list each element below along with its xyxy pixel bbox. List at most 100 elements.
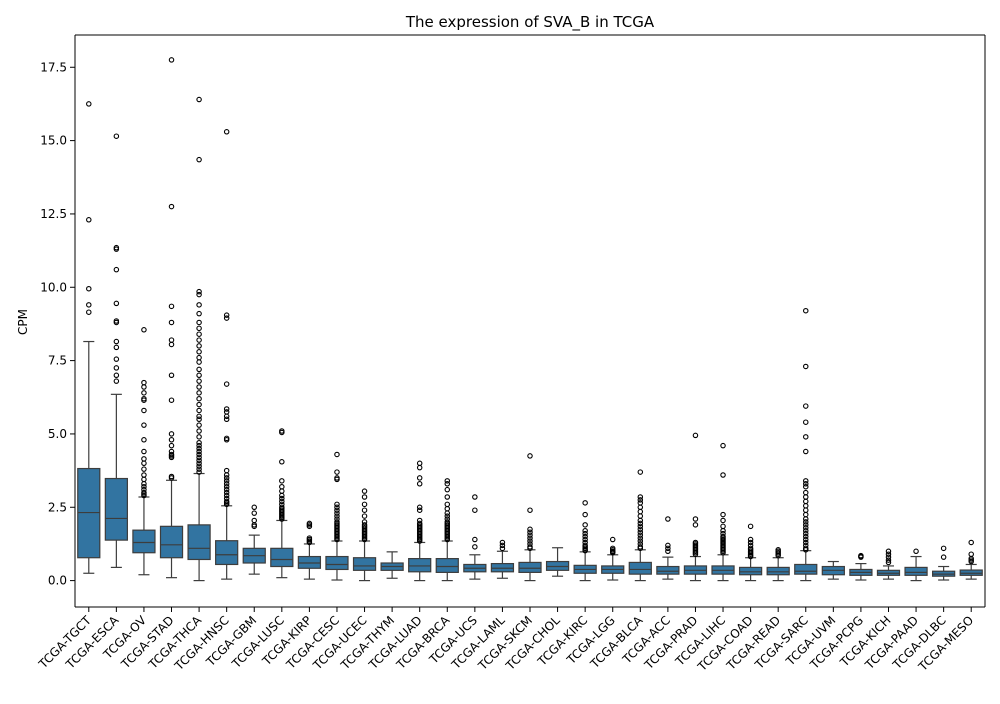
outlier-point xyxy=(196,407,202,414)
outlier-point xyxy=(196,343,202,349)
outlier-point xyxy=(747,523,754,530)
outlier-point xyxy=(196,302,202,308)
outlier-point xyxy=(803,478,809,484)
outlier-point xyxy=(361,501,368,508)
outlier-point xyxy=(637,529,644,535)
box-iqr xyxy=(628,561,652,575)
outlier-point xyxy=(279,498,285,505)
outlier-point xyxy=(196,445,202,452)
outlier-point xyxy=(803,489,809,496)
outlier-point xyxy=(334,501,340,508)
outlier-point xyxy=(637,513,644,519)
outlier-point xyxy=(196,442,202,449)
outlier-point xyxy=(334,510,340,516)
outlier-point xyxy=(86,101,92,107)
outlier-point xyxy=(251,510,257,516)
box-group xyxy=(932,545,956,581)
outlier-point xyxy=(637,538,644,544)
outlier-point xyxy=(527,507,533,513)
outlier-point xyxy=(361,513,368,519)
outlier-point xyxy=(196,372,202,379)
outlier-point xyxy=(141,397,147,403)
outlier-point xyxy=(251,517,257,524)
box-group xyxy=(656,516,680,580)
outlier-point xyxy=(279,429,285,436)
outlier-point xyxy=(196,310,202,317)
outlier-point xyxy=(582,527,588,534)
y-tick-label: 7.5 xyxy=(48,354,67,368)
outlier-point xyxy=(223,478,230,484)
outlier-point xyxy=(196,354,202,361)
outlier-point xyxy=(720,442,726,449)
outlier-point xyxy=(223,381,230,387)
outlier-point xyxy=(196,460,202,467)
outlier-point xyxy=(885,557,892,563)
outlier-point xyxy=(416,507,423,513)
outlier-point xyxy=(196,156,202,163)
outlier-point xyxy=(499,545,506,552)
outlier-point xyxy=(803,533,809,540)
outlier-point xyxy=(803,522,809,528)
outlier-point xyxy=(803,519,809,525)
outlier-point xyxy=(223,315,230,321)
box-group xyxy=(904,548,928,582)
outlier-point xyxy=(472,507,478,513)
box-iqr xyxy=(408,557,432,573)
outlier-point xyxy=(444,510,451,516)
outlier-point xyxy=(416,481,423,487)
box-group xyxy=(545,547,570,577)
outlier-point xyxy=(113,365,120,371)
outlier-point xyxy=(803,494,809,500)
outlier-point xyxy=(720,517,726,524)
outlier-point xyxy=(885,554,892,560)
outlier-point xyxy=(527,535,533,541)
outlier-point xyxy=(444,486,451,493)
outlier-point xyxy=(637,494,644,500)
outlier-point xyxy=(803,307,809,314)
outlier-point xyxy=(582,500,588,506)
outlier-point xyxy=(775,552,781,559)
y-tick-label: 10.0 xyxy=(40,280,67,294)
outlier-point xyxy=(416,460,423,467)
outlier-point xyxy=(913,548,919,555)
box-group xyxy=(270,428,294,579)
outlier-point xyxy=(637,500,644,506)
outlier-point xyxy=(86,309,92,315)
outlier-point xyxy=(747,539,754,546)
box-iqr xyxy=(325,555,349,571)
box-iqr xyxy=(738,566,763,576)
outlier-point xyxy=(168,319,175,326)
box-group xyxy=(408,460,432,582)
outlier-point xyxy=(306,539,313,546)
outlier-point xyxy=(141,483,147,490)
outlier-point xyxy=(527,532,533,538)
outlier-point xyxy=(582,511,588,518)
box-iqr xyxy=(215,540,239,566)
outlier-point xyxy=(168,341,175,348)
outlier-point xyxy=(361,494,368,500)
box-iqr xyxy=(904,566,928,576)
box-group xyxy=(876,548,901,580)
outlier-point xyxy=(472,536,478,543)
outlier-point xyxy=(279,492,285,499)
outlier-point xyxy=(168,397,175,403)
box-group xyxy=(518,453,542,582)
outlier-point xyxy=(223,492,230,499)
outlier-point xyxy=(279,495,285,502)
outlier-point xyxy=(279,478,285,484)
outlier-point xyxy=(196,413,202,420)
box-iqr xyxy=(132,529,156,554)
outlier-point xyxy=(196,469,202,475)
outlier-point xyxy=(803,536,809,543)
outlier-point xyxy=(196,359,202,365)
outlier-point xyxy=(334,536,340,543)
outlier-point xyxy=(196,422,202,428)
outlier-point xyxy=(665,545,671,552)
outlier-point xyxy=(637,545,644,552)
outlier-point xyxy=(637,535,644,541)
outlier-point xyxy=(637,469,644,475)
outlier-point xyxy=(196,390,202,396)
box-group xyxy=(463,494,487,580)
outlier-point xyxy=(527,453,533,459)
